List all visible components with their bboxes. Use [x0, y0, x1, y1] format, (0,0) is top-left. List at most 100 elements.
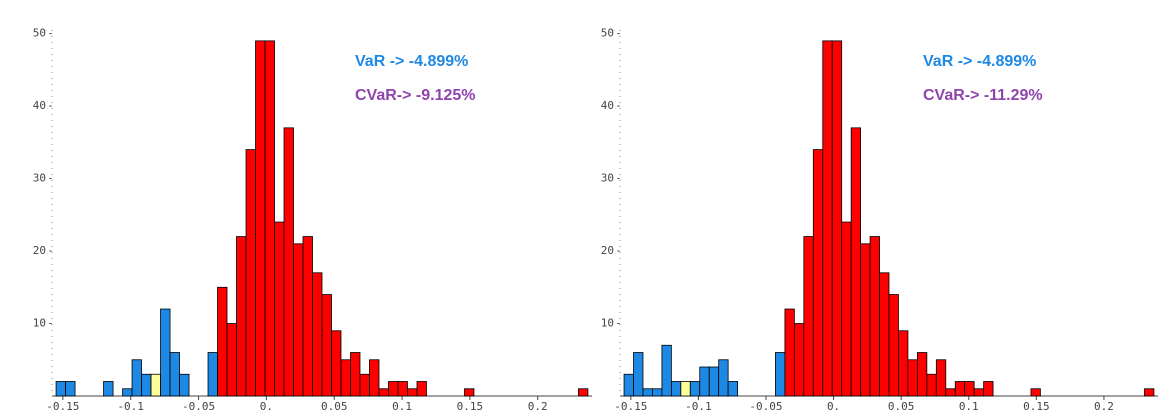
bar — [293, 243, 304, 397]
bar — [680, 381, 691, 397]
bar — [935, 359, 947, 397]
bar — [397, 381, 408, 397]
bar — [369, 359, 380, 397]
y-tick-label: 10 — [33, 317, 46, 330]
x-tick-label: -0.15 — [614, 400, 647, 413]
bar — [964, 381, 975, 397]
bar — [699, 366, 710, 397]
bar — [378, 388, 389, 397]
bar — [160, 308, 171, 397]
bar — [207, 352, 218, 397]
bar — [812, 149, 824, 397]
bar — [727, 381, 739, 397]
bar — [907, 359, 918, 397]
bar — [888, 294, 899, 397]
bar — [983, 381, 994, 397]
bar — [926, 373, 937, 397]
bar — [1144, 388, 1155, 397]
bar — [708, 366, 720, 397]
bar — [340, 359, 351, 397]
bar — [916, 352, 928, 397]
y-tick-label: 40 — [33, 99, 46, 112]
bar — [150, 373, 161, 397]
x-tick-label: 0.1 — [392, 400, 412, 413]
bar — [302, 236, 313, 397]
bar — [578, 388, 589, 397]
bar — [784, 308, 795, 397]
bar — [141, 373, 152, 397]
annotation: VaR -> -4.899% — [923, 53, 1036, 70]
bar — [245, 149, 256, 397]
bar — [775, 352, 786, 397]
bar — [122, 388, 133, 397]
x-tick-label: 0. — [260, 400, 273, 413]
bar — [879, 272, 890, 397]
bar — [670, 381, 682, 397]
bar — [803, 236, 814, 397]
bar — [689, 381, 701, 397]
bar — [973, 388, 985, 397]
annotation: CVaR-> -9.125% — [355, 87, 476, 104]
bar — [55, 381, 66, 397]
bar — [407, 388, 418, 397]
bar — [850, 127, 862, 397]
bar — [321, 294, 332, 397]
bar — [169, 352, 180, 397]
bar — [860, 243, 871, 397]
bar — [179, 373, 190, 397]
x-tick-label: 0.2 — [1094, 400, 1114, 413]
x-tick-label: -0.15 — [46, 400, 79, 413]
x-tick-label: 0.1 — [959, 400, 979, 413]
bar — [898, 330, 909, 397]
bar — [464, 388, 475, 397]
bar — [793, 323, 805, 397]
bar — [131, 359, 142, 397]
bar — [359, 373, 370, 397]
x-tick-label: -0.05 — [749, 400, 782, 413]
bar — [841, 221, 852, 397]
x-tick-label: 0.15 — [1023, 400, 1050, 413]
bar — [822, 40, 833, 397]
bar — [217, 286, 228, 397]
x-tick-label: -0.1 — [685, 400, 712, 413]
x-tick-label: -0.05 — [182, 400, 215, 413]
bar — [718, 359, 729, 397]
bar — [264, 40, 275, 397]
bar — [642, 388, 653, 397]
y-tick-label: 30 — [33, 172, 46, 185]
bar — [226, 323, 237, 397]
bar — [312, 272, 323, 397]
annotation: VaR -> -4.899% — [355, 53, 468, 70]
x-tick-label: 0. — [827, 400, 840, 413]
bar — [388, 381, 399, 397]
bar — [236, 236, 247, 397]
bar — [869, 236, 880, 397]
x-tick-label: 0.2 — [528, 400, 548, 413]
bar — [103, 381, 114, 397]
y-tick-label: 10 — [601, 317, 614, 330]
bar — [945, 388, 956, 397]
bar — [831, 40, 843, 397]
bar — [633, 352, 644, 397]
bar — [350, 352, 361, 397]
bar — [623, 373, 634, 397]
x-tick-label: 0.15 — [457, 400, 484, 413]
bar — [416, 381, 427, 397]
y-tick-label: 50 — [601, 27, 614, 40]
y-tick-label: 20 — [33, 244, 46, 257]
x-tick-label: -0.1 — [117, 400, 144, 413]
bar — [954, 381, 966, 397]
bar — [652, 388, 663, 397]
bar — [283, 127, 294, 397]
x-tick-label: 0.05 — [888, 400, 915, 413]
y-tick-label: 50 — [33, 27, 46, 40]
y-tick-label: 40 — [601, 99, 614, 112]
annotation: CVaR-> -11.29% — [923, 87, 1043, 104]
bar — [331, 330, 342, 397]
bar — [65, 381, 76, 397]
bar — [255, 40, 266, 397]
y-tick-label: 30 — [601, 172, 614, 185]
bar — [661, 344, 672, 397]
